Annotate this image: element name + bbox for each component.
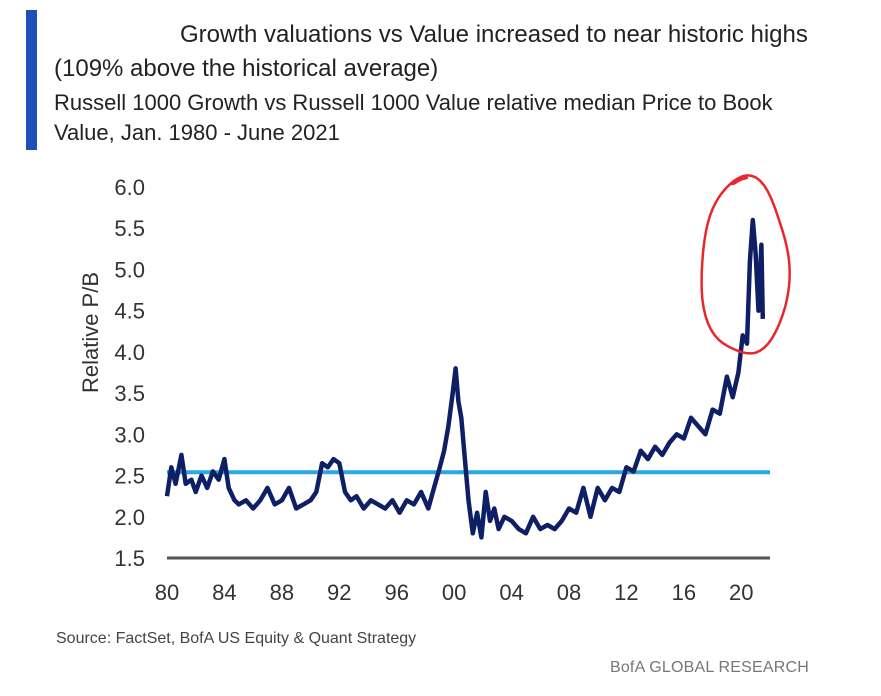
chart-subtitle: Russell 1000 Growth vs Russell 1000 Valu… bbox=[54, 90, 773, 145]
y-tick-label: 2.0 bbox=[114, 505, 145, 530]
x-tick-label: 84 bbox=[212, 580, 236, 605]
x-tick-label: 96 bbox=[384, 580, 408, 605]
y-axis-label: Relative P/B bbox=[78, 272, 103, 393]
y-tick-label: 3.5 bbox=[114, 381, 145, 406]
y-tick-label: 3.0 bbox=[114, 422, 145, 447]
x-tick-label: 12 bbox=[614, 580, 638, 605]
y-tick-label: 1.5 bbox=[114, 546, 145, 571]
y-tick-label: 4.5 bbox=[114, 299, 145, 324]
y-tick-label: 5.5 bbox=[114, 216, 145, 241]
series-line bbox=[164, 217, 766, 540]
y-axis-tick-labels: 1.5 2.0 2.5 3.0 3.5 4.0 4.5 5.0 5.5 6.0 bbox=[114, 175, 145, 571]
y-tick-label: 5.0 bbox=[114, 257, 145, 282]
x-tick-label: 00 bbox=[442, 580, 466, 605]
chart-title: Growth valuations vs Value increased to … bbox=[54, 21, 808, 82]
x-tick-label: 92 bbox=[327, 580, 351, 605]
x-tick-label: 16 bbox=[672, 580, 696, 605]
x-tick-label: 04 bbox=[499, 580, 523, 605]
x-tick-label: 80 bbox=[155, 580, 179, 605]
brand-label: BofA GLOBAL RESEARCH bbox=[609, 659, 809, 676]
y-tick-label: 4.0 bbox=[114, 340, 145, 365]
annotation-circle bbox=[700, 174, 791, 355]
x-tick-label: 88 bbox=[270, 580, 294, 605]
x-tick-label: 08 bbox=[557, 580, 581, 605]
x-tick-label: 20 bbox=[729, 580, 753, 605]
x-axis-tick-labels: 80 84 88 92 96 00 04 08 12 16 20 bbox=[155, 580, 754, 605]
y-tick-label: 2.5 bbox=[114, 464, 145, 489]
y-tick-label: 6.0 bbox=[114, 175, 145, 200]
accent-bar bbox=[26, 10, 37, 150]
source-note: Source: FactSet, BofA US Equity & Quant … bbox=[56, 630, 417, 647]
